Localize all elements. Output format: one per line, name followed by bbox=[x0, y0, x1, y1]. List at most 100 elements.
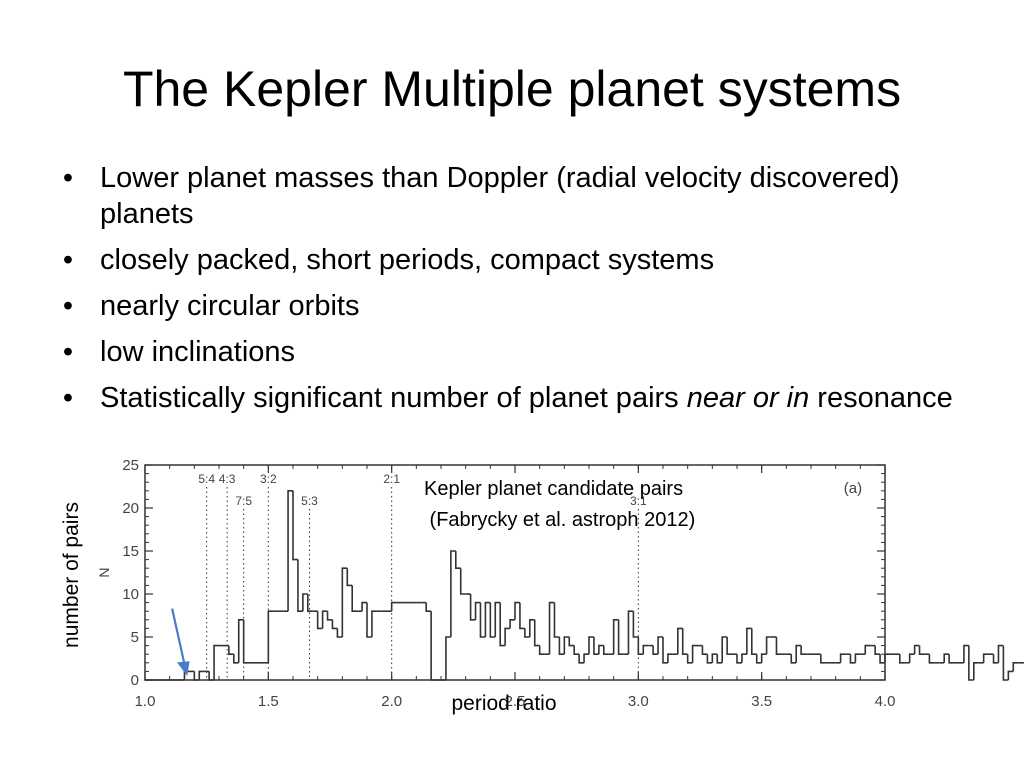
histogram-bin bbox=[1002, 645, 1009, 681]
histogram-bin bbox=[755, 654, 762, 664]
histogram-bin bbox=[366, 602, 372, 638]
histogram-bin bbox=[538, 645, 545, 655]
histogram-bin bbox=[242, 619, 249, 664]
bullet-text: closely packed, short periods, compact s… bbox=[100, 244, 715, 276]
histogram-bin bbox=[459, 568, 466, 595]
histogram-bin bbox=[637, 637, 644, 655]
histogram-bin bbox=[997, 644, 1004, 663]
histogram-bin bbox=[208, 671, 215, 681]
histogram-bin bbox=[425, 602, 432, 612]
histogram-bin bbox=[469, 594, 476, 621]
bullet-item: • nearly circular orbits bbox=[58, 288, 958, 324]
histogram-bin bbox=[213, 644, 219, 680]
histogram-bin bbox=[371, 610, 377, 637]
histogram-bin bbox=[874, 645, 881, 655]
panel-label: (a) bbox=[844, 480, 862, 497]
bullet-marker: • bbox=[62, 290, 74, 322]
histogram-bin bbox=[484, 601, 491, 637]
histogram-bin bbox=[307, 594, 313, 612]
histogram-bin bbox=[741, 653, 747, 663]
histogram-bin bbox=[331, 619, 338, 630]
histogram-bin bbox=[598, 644, 604, 655]
histogram-bin bbox=[504, 627, 511, 646]
histogram-bin bbox=[450, 550, 456, 637]
histogram-bin bbox=[691, 644, 698, 663]
histogram-bin bbox=[361, 601, 367, 612]
histogram-bin bbox=[899, 654, 905, 664]
bullet-text: low inclinations bbox=[100, 336, 296, 368]
y-tick-label: 20 bbox=[122, 500, 139, 517]
histogram-bin bbox=[913, 644, 920, 655]
inner-y-label: N bbox=[96, 567, 112, 577]
resonance-label: 2:1 bbox=[383, 472, 400, 486]
histogram-bin bbox=[677, 627, 683, 655]
histogram-bin bbox=[292, 490, 298, 561]
histogram-bin bbox=[760, 653, 767, 663]
histogram-bin bbox=[849, 654, 856, 664]
bullet-marker: • bbox=[62, 162, 74, 194]
bullet-text-pre: Statistically significant number of plan… bbox=[100, 382, 687, 414]
histogram-bin bbox=[346, 568, 353, 587]
bullet-list: • Lower planet masses than Doppler (radi… bbox=[58, 160, 958, 426]
histogram-bin bbox=[568, 637, 575, 647]
bullet-item: • Lower planet masses than Doppler (radi… bbox=[58, 160, 958, 232]
histogram-bin bbox=[489, 602, 496, 638]
x-tick-label: 4.0 bbox=[875, 693, 896, 710]
histogram-bin bbox=[667, 653, 673, 663]
histogram-bin bbox=[494, 601, 501, 637]
histogram-bin bbox=[578, 654, 585, 664]
histogram-bin bbox=[973, 662, 979, 680]
y-tick-label: 0 bbox=[131, 672, 139, 689]
histogram-bin bbox=[908, 653, 915, 663]
x-tick-label: 3.0 bbox=[628, 693, 649, 710]
histogram-bin bbox=[524, 628, 530, 638]
pointer-arrow-shaft bbox=[171, 608, 187, 670]
bullet-item: • Statistically significant number of pl… bbox=[58, 380, 958, 416]
bullet-text: nearly circular orbits bbox=[100, 290, 360, 322]
y-tick-label: 10 bbox=[122, 586, 139, 603]
histogram-bin bbox=[790, 654, 797, 664]
histogram-bin bbox=[736, 654, 742, 664]
histogram-bin bbox=[992, 654, 999, 664]
histogram-bin bbox=[968, 645, 974, 681]
histogram-bin bbox=[928, 654, 935, 664]
bullet-item: • low inclinations bbox=[58, 334, 958, 370]
histogram-bin bbox=[267, 610, 274, 663]
histogram-bin bbox=[287, 490, 293, 612]
y-tick-label: 25 bbox=[122, 457, 139, 474]
histogram-bin bbox=[751, 628, 757, 655]
histogram-bin bbox=[455, 551, 461, 569]
bullet-text-emphasis: near or in bbox=[686, 382, 810, 414]
histogram-bin bbox=[795, 644, 802, 663]
histogram-bin bbox=[617, 619, 624, 655]
histogram-bin bbox=[879, 654, 885, 664]
histogram-bin bbox=[686, 654, 693, 664]
histogram-bin bbox=[509, 619, 515, 629]
histogram-bin bbox=[228, 645, 234, 655]
bullet-item: • closely packed, short periods, compact… bbox=[58, 242, 958, 278]
x-tick-label: 3.5 bbox=[751, 693, 772, 710]
histogram-bin bbox=[800, 645, 807, 655]
histogram-bin bbox=[775, 637, 782, 655]
histogram-bin bbox=[746, 627, 752, 655]
histogram-bin bbox=[479, 602, 486, 638]
histogram-bin bbox=[632, 611, 639, 638]
chart-annotation: Kepler planet candidate pairs (Fabrycky … bbox=[424, 474, 695, 536]
histogram-bin bbox=[237, 619, 244, 663]
histogram-bin bbox=[963, 644, 969, 663]
histogram-bin bbox=[297, 559, 303, 612]
histogram-bin bbox=[553, 602, 560, 638]
histogram-bin bbox=[657, 636, 663, 655]
histogram-bin bbox=[390, 601, 397, 612]
histogram-bin bbox=[1007, 670, 1014, 680]
x-tick-label: 2.5 bbox=[505, 693, 526, 710]
histogram-bin bbox=[701, 645, 708, 655]
histogram-bin bbox=[548, 601, 555, 655]
resonance-label: 3:1 bbox=[630, 494, 647, 508]
histogram-bin bbox=[918, 645, 925, 655]
bullet-marker: • bbox=[62, 336, 74, 368]
histogram-bin bbox=[351, 585, 358, 612]
histogram-bin bbox=[341, 567, 348, 637]
x-axis-title: period ratio bbox=[451, 692, 557, 715]
histogram-bin bbox=[558, 637, 565, 655]
